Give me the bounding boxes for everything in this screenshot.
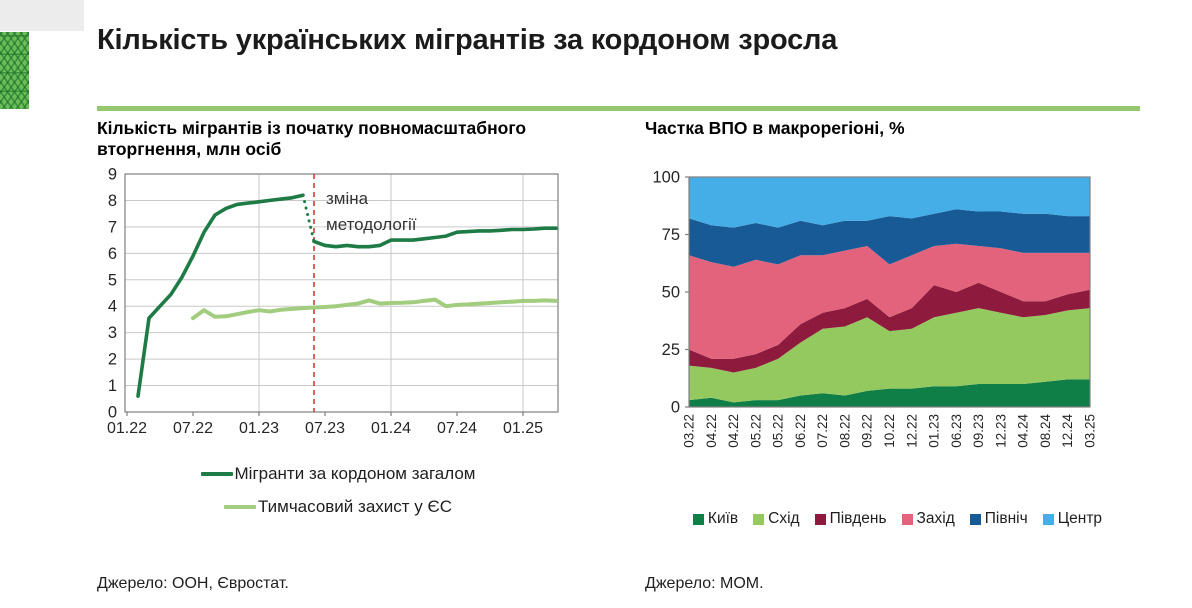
- corner-background: [0, 0, 84, 31]
- area-series-4: [689, 209, 1090, 267]
- left-chart-title-line1: Кількість мігрантів із початку повномасш…: [97, 118, 527, 138]
- y-tick-label: 100: [652, 169, 680, 187]
- y-tick-label: 50: [662, 284, 680, 302]
- x-tick-label: 12.23: [993, 414, 1008, 448]
- annotation-line2: методології: [326, 215, 417, 234]
- x-tick-label: 04.24: [1016, 414, 1031, 448]
- legend-color-chip: [753, 513, 765, 525]
- legend-item-0: Київ: [692, 510, 739, 528]
- x-tick-label: 01.23: [239, 420, 279, 437]
- y-tick-label: 2: [108, 351, 117, 369]
- right-chart-source: Джерело: МОМ.: [645, 575, 764, 592]
- area-series-3: [689, 243, 1090, 359]
- title-divider: [97, 106, 1140, 111]
- stacked-area-chart: 0 25 50 75 100 03.22 04.22 04.22 05.22 05.22 06.22…: [652, 169, 1098, 448]
- x-tick-label: 01.22: [107, 420, 147, 437]
- y-tick-label: 4: [108, 298, 117, 316]
- x-tick-label: 05.22: [771, 414, 786, 448]
- line-chart: 0 1 2 3 4 5 6 7 8 9 01.22 07.22 01.23 07.23 01.24 07.24…: [107, 166, 559, 437]
- legend-label: Тимчасовий захист у ЄС: [258, 497, 452, 516]
- legend-item-4: Північ: [969, 510, 1028, 528]
- x-tick-label: 03.25: [1083, 414, 1098, 448]
- legend-label: Захід: [916, 510, 955, 527]
- legend-color-chip: [1042, 513, 1054, 525]
- legend-label: Центр: [1057, 510, 1103, 527]
- line-series-0-pre: [136, 193, 305, 398]
- x-tick-label: 12.24: [1060, 414, 1075, 448]
- x-tick-label: 07.22: [173, 420, 213, 437]
- x-tick-label: 06.22: [793, 414, 808, 448]
- legend-item-5: Центр: [1042, 510, 1103, 528]
- line-chart-legend: Мігранти за кордоном загалом Тимчасовий з…: [97, 464, 579, 517]
- x-tick-label: 09.23: [971, 414, 986, 448]
- left-chart-title: Кількість мігрантів із початку повномасш…: [97, 118, 579, 160]
- y-tick-label: 3: [108, 324, 117, 342]
- y-tick-label: 9: [108, 166, 117, 184]
- y-tick-label: 1: [108, 377, 117, 395]
- legend-label: Південь: [829, 510, 887, 527]
- x-tick-label: 10.22: [882, 414, 897, 448]
- legend-item-2: Південь: [814, 510, 887, 528]
- x-tick-label: 07.23: [305, 420, 345, 437]
- area-series-5: [689, 177, 1090, 228]
- y-tick-label: 5: [108, 271, 117, 289]
- legend-line-swatch: [224, 505, 256, 509]
- idp-area-chart-panel: Частка ВПО в макрорегіоні, % 0 25 50 75 100 0…: [645, 118, 1150, 528]
- x-tick-label: 04.22: [726, 414, 741, 448]
- x-tick-label: 01.23: [927, 414, 942, 448]
- y-tick-label: 6: [108, 245, 117, 263]
- x-tick-label: 07.24: [437, 420, 477, 437]
- legend-item-3: Захід: [901, 510, 955, 528]
- legend-label: Мігранти за кордоном загалом: [234, 464, 476, 483]
- legend-label: Київ: [707, 510, 739, 527]
- x-tick-label: 09.22: [860, 414, 875, 448]
- area-chart-legend: Київ Схід Південь Захід Північ Центр: [645, 510, 1150, 528]
- annotation-line1: зміна: [326, 189, 369, 208]
- x-tick-label: 04.22: [704, 414, 719, 448]
- legend-line-swatch: [200, 472, 233, 476]
- left-chart-title-line2: вторгнення, млн осіб: [97, 139, 282, 159]
- x-tick-label: 06.23: [949, 414, 964, 448]
- area-series-2: [689, 282, 1090, 373]
- y-tick-label: 25: [662, 341, 680, 359]
- legend-color-chip: [692, 513, 704, 525]
- x-tick-label: 05.22: [748, 414, 763, 448]
- x-tick-label: 08.24: [1038, 414, 1053, 448]
- legend-color-chip: [814, 513, 826, 525]
- x-tick-label: 07.22: [815, 414, 830, 448]
- logo-pattern: [0, 32, 29, 109]
- y-tick-label: 75: [662, 226, 680, 244]
- legend-color-chip: [901, 513, 913, 525]
- y-tick-label: 8: [108, 192, 117, 210]
- page-title: Кількість українських мігрантів за кордо…: [97, 24, 838, 56]
- plot-border: [124, 173, 559, 413]
- line-series-1: [191, 297, 558, 321]
- area-series-0: [689, 379, 1090, 407]
- y-tick-label: 7: [108, 218, 117, 236]
- left-chart-source: Джерело: ООН, Євростат.: [97, 575, 289, 592]
- legend-item-1: Тимчасовий захист у ЄС: [224, 497, 452, 517]
- migrants-line-chart-panel: Кількість мігрантів із початку повномасш…: [97, 118, 579, 517]
- legend-label: Північ: [984, 510, 1028, 527]
- x-tick-label: 12.22: [904, 414, 919, 448]
- line-series-0-break: [301, 193, 316, 243]
- legend-color-chip: [969, 513, 981, 525]
- legend-label: Схід: [768, 510, 800, 527]
- x-tick-label: 01.24: [371, 420, 411, 437]
- right-chart-title: Частка ВПО в макрорегіоні, %: [645, 118, 905, 138]
- y-tick-label: 0: [671, 399, 680, 417]
- x-tick-label: 03.22: [682, 414, 697, 448]
- line-series-0-post: [312, 226, 558, 249]
- legend-item-0: Мігранти за кордоном загалом: [200, 464, 476, 484]
- x-tick-label: 01.25: [503, 420, 543, 437]
- area-series-1: [689, 308, 1090, 403]
- legend-item-1: Схід: [753, 510, 800, 528]
- x-tick-label: 08.22: [837, 414, 852, 448]
- y-tick-label: 0: [108, 404, 117, 422]
